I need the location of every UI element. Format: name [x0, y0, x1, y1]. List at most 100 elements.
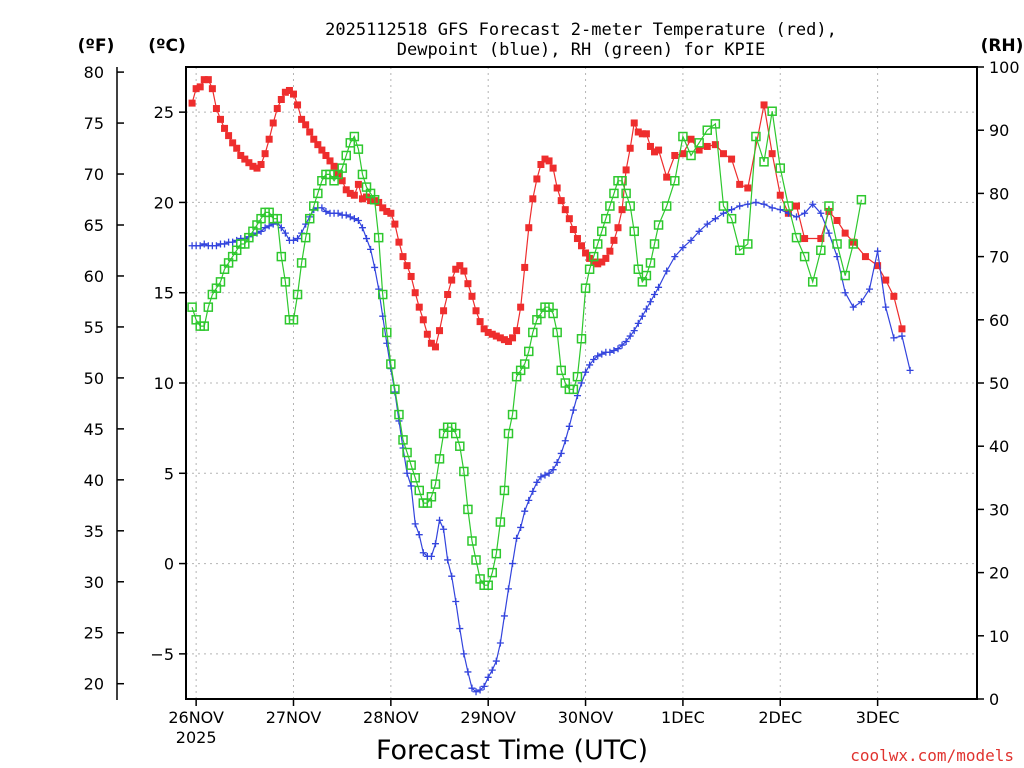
rh-point [568, 384, 579, 395]
rh-series [187, 106, 867, 590]
temperature-point [427, 339, 435, 347]
temperature-point [196, 83, 204, 91]
rh-point [832, 239, 842, 249]
rh-point [459, 466, 469, 477]
temperature-point [655, 146, 663, 154]
dewpoint-point [744, 200, 752, 208]
dewpoint-point [407, 482, 415, 490]
chart-title-line-2: Dewpoint (blue), RH (green) for KPIE [397, 40, 765, 60]
credit-text[interactable]: coolwx.com/models [850, 746, 1014, 765]
dewpoint-point [626, 332, 634, 340]
dewpoint-point [728, 206, 736, 214]
dewpoint-point [496, 639, 504, 647]
rh-point [410, 473, 420, 483]
dewpoint-point [801, 209, 809, 217]
rh-point [309, 201, 319, 211]
temperature-point [541, 155, 549, 163]
dewpoint-point [383, 339, 391, 347]
dewpoint-point [642, 305, 650, 313]
temperature-point [496, 334, 504, 342]
rh-point [649, 239, 660, 249]
temperature-point [399, 253, 407, 261]
rh-point [661, 201, 672, 211]
fahrenheit-tick-label: 30 [84, 573, 104, 592]
dewpoint-point [874, 247, 882, 255]
dewpoint-point [513, 534, 521, 542]
temperature-point [269, 119, 277, 127]
dewpoint-point [679, 244, 687, 252]
dewpoint-point [444, 556, 452, 564]
temperature-point [825, 207, 833, 215]
rh-point [694, 138, 704, 148]
dewpoint-point [521, 507, 529, 515]
celsius-tick-label: −5 [150, 645, 174, 664]
temperature-point [638, 130, 646, 138]
temperature-point [233, 144, 241, 152]
dewpoint-point [663, 267, 671, 275]
dewpoint-point [371, 263, 379, 271]
temperature-point [273, 105, 281, 113]
fahrenheit-unit-label: (ºF) [78, 36, 115, 56]
dewpoint-series [188, 198, 914, 696]
rh-point [519, 359, 530, 369]
rh-point [349, 131, 360, 142]
rh-tick-label: 30 [989, 500, 1009, 519]
rh-point [499, 485, 510, 496]
temperature-point [533, 175, 541, 183]
rh-tick-label: 0 [989, 690, 999, 709]
temperature-point [500, 336, 508, 344]
rh-point [576, 334, 587, 344]
temperature-point [874, 262, 882, 270]
dewpoint-point [212, 242, 220, 250]
temperature-point [833, 216, 841, 224]
temperature-point [618, 206, 626, 214]
temperature-point [687, 135, 695, 143]
x-tick-label: 3DEC [856, 708, 900, 727]
rh-point [645, 258, 656, 268]
temperature-point [525, 224, 533, 232]
fahrenheit-tick-label: 60 [84, 267, 104, 286]
dewpoint-point [468, 684, 476, 692]
temperature-point [760, 101, 768, 109]
temperature-point [630, 119, 638, 127]
temperature-point [898, 325, 906, 333]
temperature-point [646, 142, 654, 150]
temperature-point [253, 164, 261, 172]
temperature-point [440, 307, 448, 315]
temperature-point [553, 184, 561, 192]
rh-point [369, 194, 380, 205]
dewpoint-point [565, 422, 573, 430]
rh-point [702, 125, 712, 135]
temperature-point [890, 292, 898, 300]
temperature-point [504, 337, 512, 345]
rh-point [451, 428, 461, 439]
dewpoint-point [817, 209, 825, 217]
rh-point [524, 346, 534, 357]
temperature-point [277, 96, 285, 104]
temperature-point [448, 276, 456, 284]
temperature-point [529, 195, 537, 203]
rh-tick-label: 60 [989, 311, 1009, 330]
temperature-point [488, 330, 496, 338]
temperature-point [192, 85, 200, 93]
rh-tick-label: 10 [989, 627, 1009, 646]
temperature-point [346, 189, 354, 197]
temperature-point [744, 184, 752, 192]
rh-point [288, 315, 299, 325]
temperature-point [452, 265, 460, 273]
rh-point [390, 384, 400, 395]
rh-point [280, 277, 291, 287]
temperature-point [634, 128, 642, 136]
temperature-point [221, 124, 229, 132]
dewpoint-point [776, 206, 784, 214]
temperature-point [358, 195, 366, 203]
temperature-point [188, 99, 196, 107]
temperature-point [310, 135, 318, 143]
dewpoint-point [476, 686, 484, 694]
temperature-point [537, 161, 545, 169]
rh-point [726, 213, 737, 224]
rh-point [633, 264, 644, 274]
rh-point [588, 251, 599, 262]
dewpoint-point [606, 348, 614, 356]
dewpoint-point [294, 235, 302, 243]
